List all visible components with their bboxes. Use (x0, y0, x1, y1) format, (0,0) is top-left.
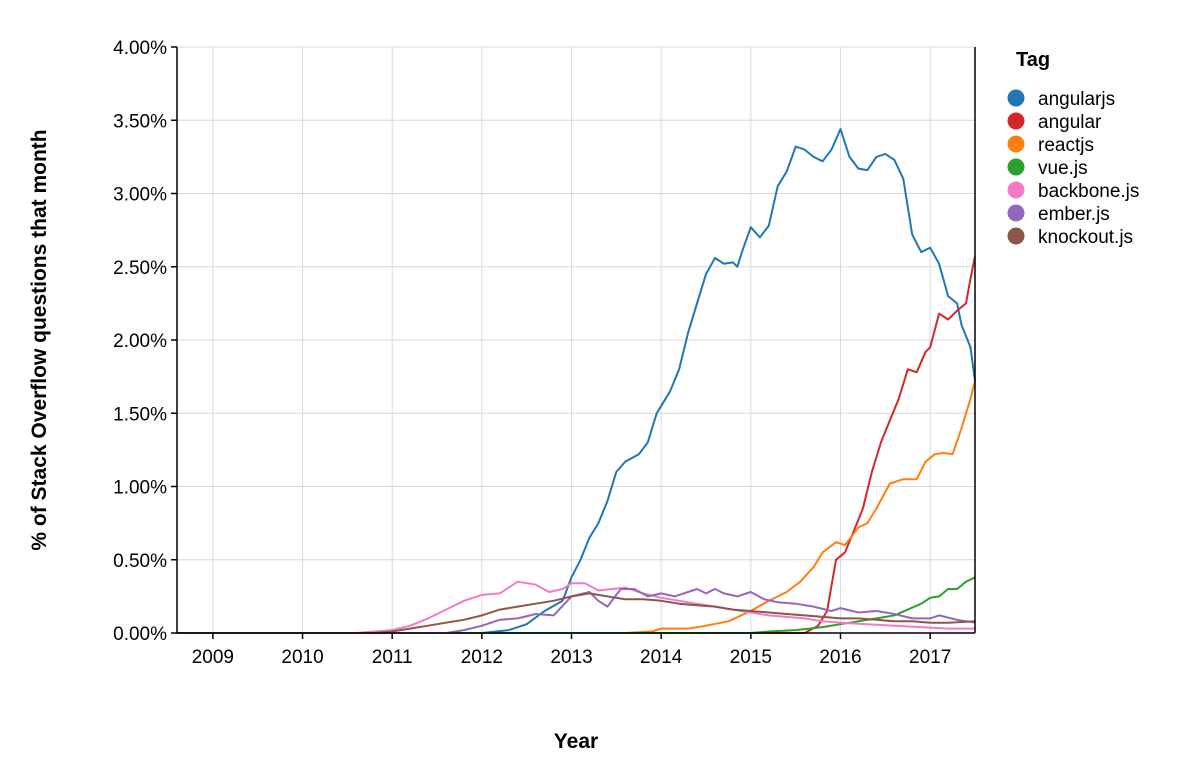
series-line-ember-js (177, 588, 976, 634)
x-axis-title: Year (554, 730, 598, 753)
x-tick-label: 2012 (461, 647, 503, 668)
legend-swatch (1007, 227, 1025, 245)
x-tick-label: 2011 (372, 647, 413, 668)
series-line-angular (177, 256, 976, 634)
y-tick-labels: 0.00% 0.50% 1.00% 1.50% 2.00% 2.50% 3.00% 3.50%… (113, 38, 177, 645)
x-tick-label: 2013 (550, 647, 592, 668)
x-tick-label: 2016 (819, 647, 861, 668)
legend-label: angular (1038, 112, 1102, 133)
series-line-vue-js (177, 576, 976, 634)
x-tick-label: 2014 (640, 647, 683, 668)
y-axis-title: % of Stack Overflow questions that month (28, 129, 51, 550)
y-tick-label: 3.50% (113, 111, 167, 132)
series-line-backbone-js (177, 580, 975, 634)
series-line-reactjs (177, 380, 976, 634)
legend-label: backbone.js (1038, 181, 1139, 202)
y-tick-label: 2.00% (113, 331, 167, 352)
y-tick-label: 2.50% (113, 258, 167, 279)
legend-swatch (1007, 89, 1025, 107)
legend-swatch (1007, 112, 1025, 130)
legend-swatch (1007, 158, 1025, 176)
legend-label: ember.js (1038, 204, 1110, 225)
y-tick-label: 1.00% (113, 478, 167, 499)
x-tick-label: 2010 (281, 647, 323, 668)
x-tick-label: 2015 (730, 647, 772, 668)
y-tick-label: 0.00% (113, 624, 167, 645)
legend-label: angularjs (1038, 89, 1115, 110)
legend-swatch (1007, 204, 1025, 222)
y-tick-label: 1.50% (113, 404, 167, 425)
legend-label: reactjs (1038, 135, 1094, 156)
y-tick-label: 4.00% (113, 38, 167, 59)
legend-label: knockout.js (1038, 227, 1133, 248)
series-line-knockout-js (177, 592, 976, 634)
y-tick-label: 0.50% (113, 551, 167, 572)
legend-title: Tag (1016, 49, 1050, 71)
legend: Tag angularjsangularreactjsvue.jsbackbon… (1007, 49, 1139, 248)
y-tick-label: 3.00% (113, 185, 167, 206)
x-tick-label: 2017 (909, 647, 951, 668)
legend-label: vue.js (1038, 158, 1088, 179)
series-line-angularjs (177, 128, 976, 634)
legend-swatch (1007, 181, 1025, 199)
legend-swatch (1007, 135, 1025, 153)
gridlines (177, 46, 975, 634)
x-tick-label: 2009 (192, 647, 234, 668)
series-lines (177, 128, 976, 634)
x-tick-labels: 2009 2010 2011 2012 2013 2014 2015 2016 2017 (192, 633, 951, 668)
